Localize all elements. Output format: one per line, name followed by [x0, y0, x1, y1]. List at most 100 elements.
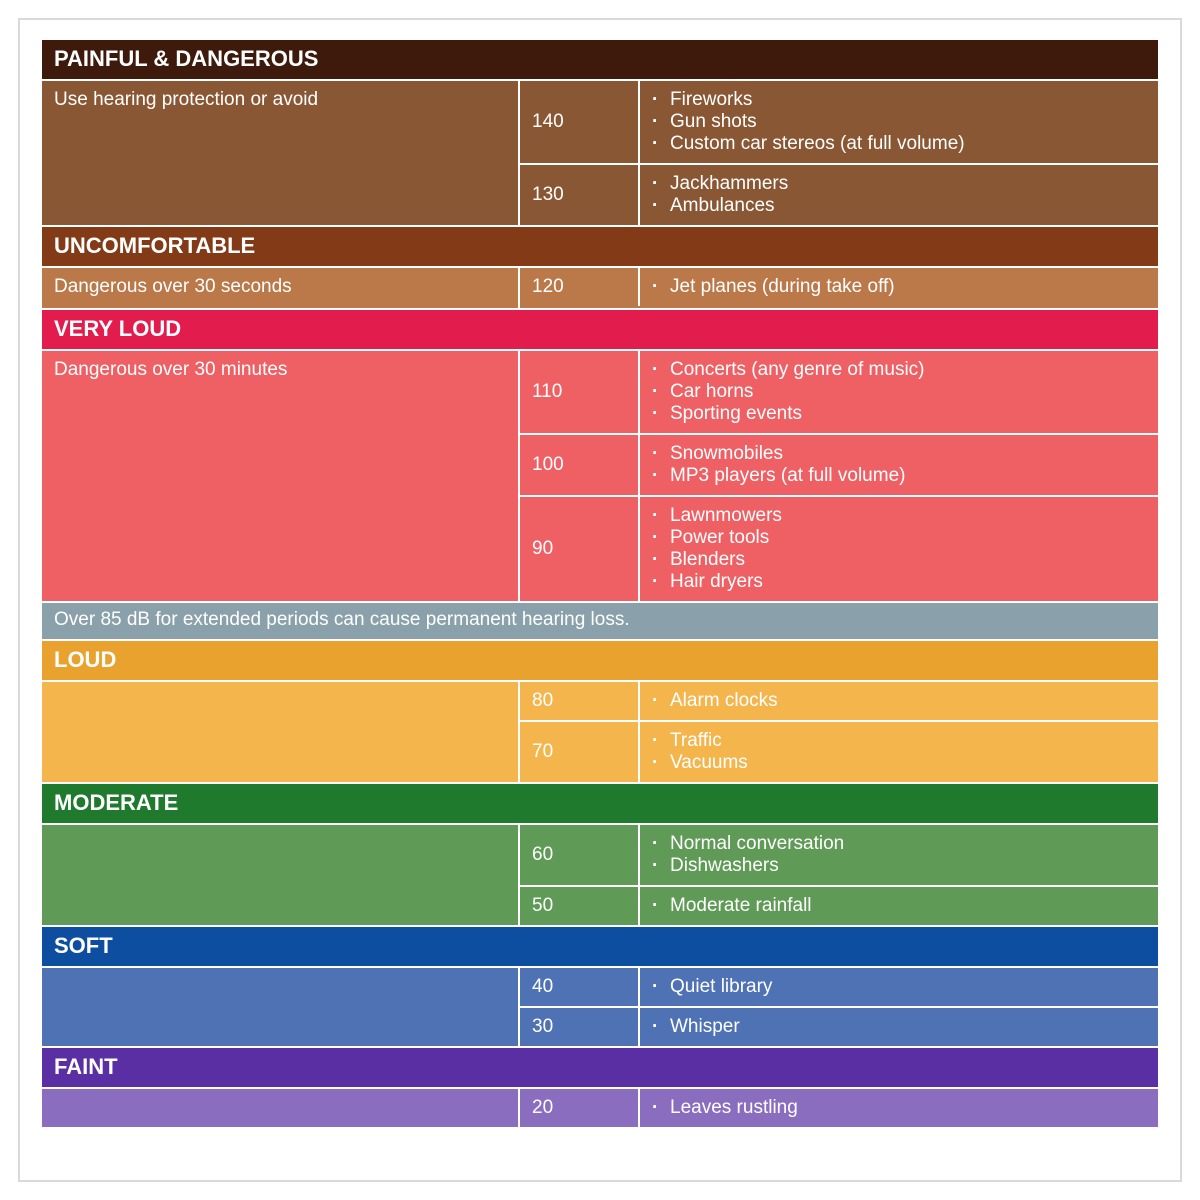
level-row: 20 Leaves rustling [520, 1089, 1158, 1127]
example-item: Gun shots [652, 111, 1146, 133]
category-header-soft: SOFT [42, 927, 1158, 968]
category-header-uncomfortable: UNCOMFORTABLE [42, 227, 1158, 268]
category-description [42, 1089, 520, 1127]
examples-cell: FireworksGun shotsCustom car stereos (at… [640, 81, 1158, 163]
example-item: Car horns [652, 381, 1146, 403]
decibel-value: 90 [520, 497, 640, 601]
level-row: 110Concerts (any genre of music)Car horn… [520, 351, 1158, 435]
chart-frame: PAINFUL & DANGEROUSUse hearing protectio… [18, 18, 1182, 1182]
example-item: Lawnmowers [652, 505, 1146, 527]
decibel-value: 70 [520, 722, 640, 782]
examples-cell: Moderate rainfall [640, 887, 1158, 925]
examples-list: TrafficVacuums [652, 730, 1146, 774]
examples-cell: JackhammersAmbulances [640, 165, 1158, 225]
decibel-value: 100 [520, 435, 640, 495]
examples-list: Quiet library [652, 976, 1146, 998]
example-item: Vacuums [652, 752, 1146, 774]
examples-list: Alarm clocks [652, 690, 1146, 712]
category-body-loud: 80 Alarm clocks 70 TrafficVacuums [42, 682, 1158, 784]
category-body-painful: Use hearing protection or avoid140Firewo… [42, 81, 1158, 227]
category-header-faint: FAINT [42, 1048, 1158, 1089]
category-description: Dangerous over 30 minutes [42, 351, 520, 601]
examples-cell: Jet planes (during take off) [640, 268, 1158, 306]
examples-cell: Normal conversationDishwashers [640, 825, 1158, 885]
category-levels: 60 Normal conversationDishwashers 50 Modera… [520, 825, 1158, 925]
example-item: MP3 players (at full volume) [652, 465, 1146, 487]
examples-list: LawnmowersPower toolsBlendersHair dryers [652, 505, 1146, 593]
example-item: Leaves rustling [652, 1097, 1146, 1119]
example-item: Dishwashers [652, 855, 1146, 877]
level-row: 50 Moderate rainfall [520, 887, 1158, 925]
example-item: Blenders [652, 549, 1146, 571]
examples-cell: TrafficVacuums [640, 722, 1158, 782]
examples-list: JackhammersAmbulances [652, 173, 1146, 217]
examples-list: Concerts (any genre of music)Car hornsSp… [652, 359, 1146, 425]
level-row: 90LawnmowersPower toolsBlendersHair drye… [520, 497, 1158, 601]
category-levels: 20 Leaves rustling [520, 1089, 1158, 1127]
noise-levels-chart: PAINFUL & DANGEROUSUse hearing protectio… [42, 40, 1158, 1129]
example-item: Snowmobiles [652, 443, 1146, 465]
level-row: 70 TrafficVacuums [520, 722, 1158, 782]
examples-list: FireworksGun shotsCustom car stereos (at… [652, 89, 1146, 155]
category-body-faint: 20 Leaves rustling [42, 1089, 1158, 1129]
decibel-value: 80 [520, 682, 640, 720]
example-item: Ambulances [652, 195, 1146, 217]
level-row: 100 SnowmobilesMP3 players (at full volum… [520, 435, 1158, 497]
category-levels: 80 Alarm clocks 70 TrafficVacuums [520, 682, 1158, 782]
level-row: 80 Alarm clocks [520, 682, 1158, 722]
decibel-value: 50 [520, 887, 640, 925]
category-description [42, 825, 520, 925]
category-body-moderate: 60 Normal conversationDishwashers 50 Modera… [42, 825, 1158, 927]
examples-cell: Leaves rustling [640, 1089, 1158, 1127]
category-header-moderate: MODERATE [42, 784, 1158, 825]
level-row: 30 Whisper [520, 1008, 1158, 1046]
example-item: Normal conversation [652, 833, 1146, 855]
decibel-value: 120 [520, 268, 640, 306]
category-description [42, 682, 520, 782]
category-body-very-loud: Dangerous over 30 minutes110Concerts (an… [42, 351, 1158, 603]
category-body-soft: 40Quiet library30 Whisper [42, 968, 1158, 1048]
example-item: Jet planes (during take off) [652, 276, 1146, 298]
decibel-value: 60 [520, 825, 640, 885]
example-item: Quiet library [652, 976, 1146, 998]
example-item: Whisper [652, 1016, 1146, 1038]
level-row: 60 Normal conversationDishwashers [520, 825, 1158, 887]
examples-list: Leaves rustling [652, 1097, 1146, 1119]
example-item: Sporting events [652, 403, 1146, 425]
decibel-value: 140 [520, 81, 640, 163]
category-description [42, 968, 520, 1046]
examples-list: SnowmobilesMP3 players (at full volume) [652, 443, 1146, 487]
level-row: 40Quiet library [520, 968, 1158, 1008]
level-row: 130 JackhammersAmbulances [520, 165, 1158, 225]
category-description: Dangerous over 30 seconds [42, 268, 520, 308]
category-header-painful: PAINFUL & DANGEROUS [42, 40, 1158, 81]
level-row: 140FireworksGun shotsCustom car stereos … [520, 81, 1158, 165]
examples-cell: SnowmobilesMP3 players (at full volume) [640, 435, 1158, 495]
example-item: Traffic [652, 730, 1146, 752]
decibel-value: 30 [520, 1008, 640, 1046]
example-item: Power tools [652, 527, 1146, 549]
category-levels: 40Quiet library30 Whisper [520, 968, 1158, 1046]
category-body-uncomfortable: Dangerous over 30 seconds120 Jet planes (… [42, 268, 1158, 310]
decibel-value: 130 [520, 165, 640, 225]
example-item: Custom car stereos (at full volume) [652, 133, 1146, 155]
category-description: Use hearing protection or avoid [42, 81, 520, 225]
examples-list: Moderate rainfall [652, 895, 1146, 917]
examples-cell: Alarm clocks [640, 682, 1158, 720]
example-item: Fireworks [652, 89, 1146, 111]
examples-list: Normal conversationDishwashers [652, 833, 1146, 877]
examples-cell: Whisper [640, 1008, 1158, 1046]
example-item: Moderate rainfall [652, 895, 1146, 917]
category-header-loud: LOUD [42, 641, 1158, 682]
examples-list: Jet planes (during take off) [652, 276, 1146, 298]
example-item: Hair dryers [652, 571, 1146, 593]
examples-cell: Concerts (any genre of music)Car hornsSp… [640, 351, 1158, 433]
example-item: Alarm clocks [652, 690, 1146, 712]
examples-cell: LawnmowersPower toolsBlendersHair dryers [640, 497, 1158, 601]
category-levels: 120 Jet planes (during take off) [520, 268, 1158, 308]
level-row: 120 Jet planes (during take off) [520, 268, 1158, 306]
example-item: Jackhammers [652, 173, 1146, 195]
decibel-value: 20 [520, 1089, 640, 1127]
examples-list: Whisper [652, 1016, 1146, 1038]
examples-cell: Quiet library [640, 968, 1158, 1006]
